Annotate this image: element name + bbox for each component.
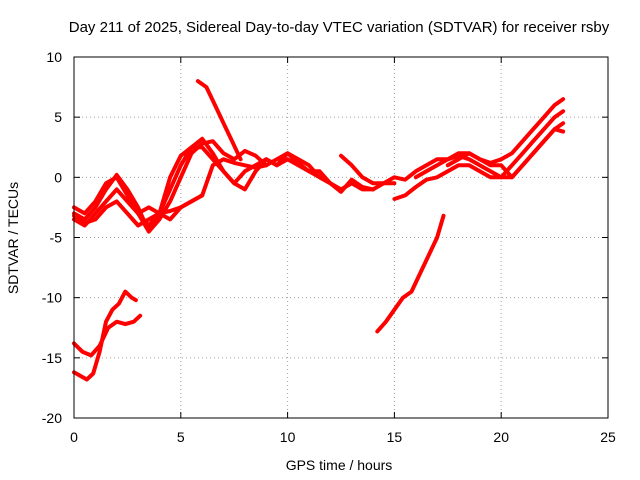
y-tick-label: 10 [46,49,62,65]
y-tick-label: -5 [50,230,63,246]
x-tick-label: 25 [600,429,616,445]
x-tick-label: 10 [280,429,296,445]
series-layer [72,79,566,382]
y-tick-label: -20 [42,410,62,426]
y-tick-label: -15 [42,350,62,366]
series-line-sat-a [72,139,375,234]
x-tick-label: 15 [387,429,403,445]
series-line-sat-h [392,109,566,201]
series-line-sat-l [72,313,143,358]
y-tick-label: 5 [54,109,62,125]
x-axis-label: GPS time / hours [286,457,393,473]
series-line-sat-c [72,145,397,234]
y-tick-label: -10 [42,290,62,306]
tick-layer: 0 5 10 15 20 25 -20 -15 -10 -5 0 5 10 [42,49,616,445]
x-tick-label: 0 [70,429,78,445]
series-line-sat-e [136,193,205,222]
series-line-sat-m [72,289,138,382]
series-line-sat-f [195,79,243,162]
series-line-sat-d [72,157,269,228]
series-line-sat-k [375,213,446,334]
y-axis-label: SDTVAR / TECUs [5,182,21,294]
x-tick-label: 5 [177,429,185,445]
chart-title: Day 211 of 2025, Sidereal Day-to-day VTE… [69,19,610,36]
x-tick-label: 20 [493,429,509,445]
series-line-sat-b [72,136,333,228]
series-line-sat-j [445,127,566,180]
y-tick-label: 0 [54,169,62,185]
grid-layer [74,57,608,418]
